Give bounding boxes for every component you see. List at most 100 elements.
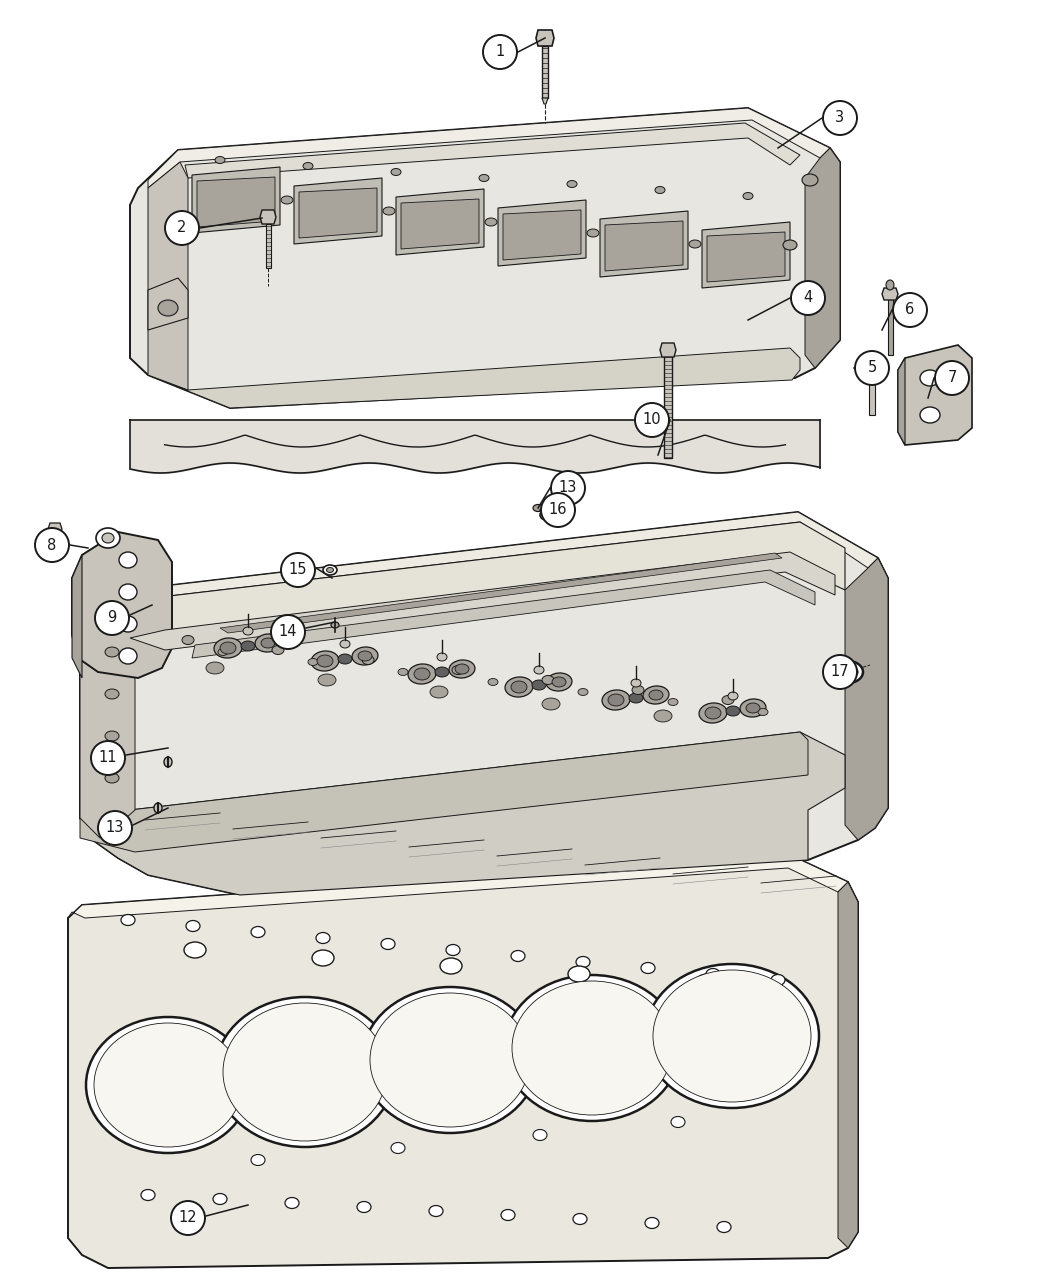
Ellipse shape [370,993,530,1127]
Ellipse shape [705,708,721,719]
Ellipse shape [645,964,819,1108]
Circle shape [551,470,585,505]
Ellipse shape [105,773,119,783]
Ellipse shape [886,280,894,289]
Ellipse shape [311,652,339,671]
Ellipse shape [119,648,136,664]
Ellipse shape [220,1076,236,1088]
Text: 17: 17 [831,664,849,680]
Polygon shape [80,513,888,895]
Ellipse shape [215,157,225,163]
Text: 2: 2 [177,221,187,236]
Ellipse shape [213,1193,227,1205]
Ellipse shape [743,193,753,199]
Ellipse shape [544,513,552,518]
Ellipse shape [512,980,672,1116]
Ellipse shape [505,677,533,697]
Polygon shape [52,536,57,550]
Circle shape [91,741,125,775]
Polygon shape [898,346,972,445]
Ellipse shape [430,686,448,697]
Polygon shape [887,298,892,354]
Ellipse shape [576,956,590,968]
Polygon shape [702,222,790,288]
Ellipse shape [573,1214,587,1224]
Ellipse shape [587,230,598,237]
Ellipse shape [802,173,818,186]
Polygon shape [542,46,548,98]
Ellipse shape [655,186,665,194]
Circle shape [635,403,669,437]
Polygon shape [401,199,479,249]
Ellipse shape [504,1052,520,1065]
Ellipse shape [511,681,527,694]
Ellipse shape [671,1117,685,1127]
Ellipse shape [141,1190,155,1201]
Polygon shape [605,221,682,272]
Ellipse shape [632,686,644,695]
Ellipse shape [215,997,395,1148]
Ellipse shape [722,695,734,705]
Ellipse shape [105,646,119,657]
Circle shape [281,553,315,586]
Ellipse shape [552,677,566,687]
Ellipse shape [214,638,242,658]
Circle shape [934,361,969,395]
Ellipse shape [316,932,330,944]
Ellipse shape [338,654,352,664]
Ellipse shape [243,627,253,635]
Ellipse shape [649,690,663,700]
Text: 8: 8 [47,538,57,552]
Ellipse shape [645,1218,659,1229]
Ellipse shape [86,1017,250,1153]
Text: 13: 13 [106,821,124,835]
Ellipse shape [488,678,498,686]
Ellipse shape [261,638,275,648]
Ellipse shape [340,640,350,648]
Text: 10: 10 [643,413,662,427]
Polygon shape [845,558,888,840]
Ellipse shape [452,666,464,674]
Ellipse shape [746,703,760,713]
Polygon shape [503,210,581,260]
Polygon shape [498,200,586,266]
Ellipse shape [511,950,525,961]
Polygon shape [192,570,815,658]
Ellipse shape [740,699,765,717]
Ellipse shape [485,218,497,226]
Polygon shape [260,210,276,224]
Ellipse shape [640,963,655,974]
Text: 13: 13 [559,481,578,496]
Ellipse shape [414,668,430,680]
Ellipse shape [783,240,797,250]
Ellipse shape [631,680,640,687]
Ellipse shape [121,914,135,926]
Ellipse shape [323,565,337,575]
Polygon shape [185,122,800,179]
Ellipse shape [312,950,334,966]
Circle shape [823,655,857,688]
Polygon shape [542,98,548,105]
Text: 11: 11 [99,751,118,765]
Circle shape [541,493,575,527]
Ellipse shape [534,666,544,674]
Ellipse shape [164,757,172,768]
Ellipse shape [94,1023,242,1148]
Circle shape [855,351,889,385]
Ellipse shape [542,697,560,710]
Polygon shape [148,108,830,187]
Ellipse shape [317,655,333,667]
Text: 12: 12 [178,1210,197,1225]
Ellipse shape [358,652,372,660]
Circle shape [94,601,129,635]
Polygon shape [660,343,676,357]
Ellipse shape [327,567,334,572]
Ellipse shape [920,370,940,386]
Polygon shape [192,167,280,233]
Ellipse shape [706,969,720,979]
Polygon shape [148,278,188,330]
Polygon shape [664,354,672,458]
Ellipse shape [352,646,378,666]
Ellipse shape [184,942,206,958]
Text: 7: 7 [947,371,957,385]
